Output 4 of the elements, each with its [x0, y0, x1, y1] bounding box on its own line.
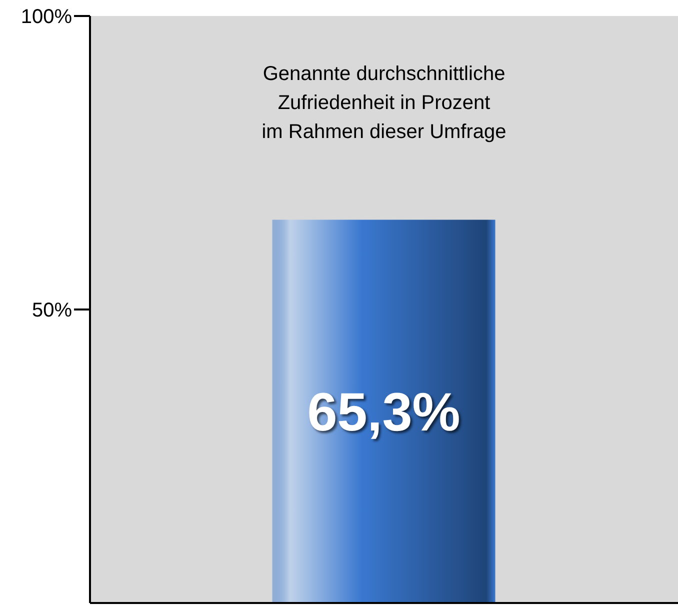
data-label: 65,3% — [307, 382, 460, 443]
y-tick-label: 100% — [20, 6, 72, 28]
text: Genannte durchschnittliche Zufriedenheit in Prozent im Rahmen dieser Umfrage — [260, 62, 508, 145]
y-tick-label: 50% — [32, 300, 72, 322]
